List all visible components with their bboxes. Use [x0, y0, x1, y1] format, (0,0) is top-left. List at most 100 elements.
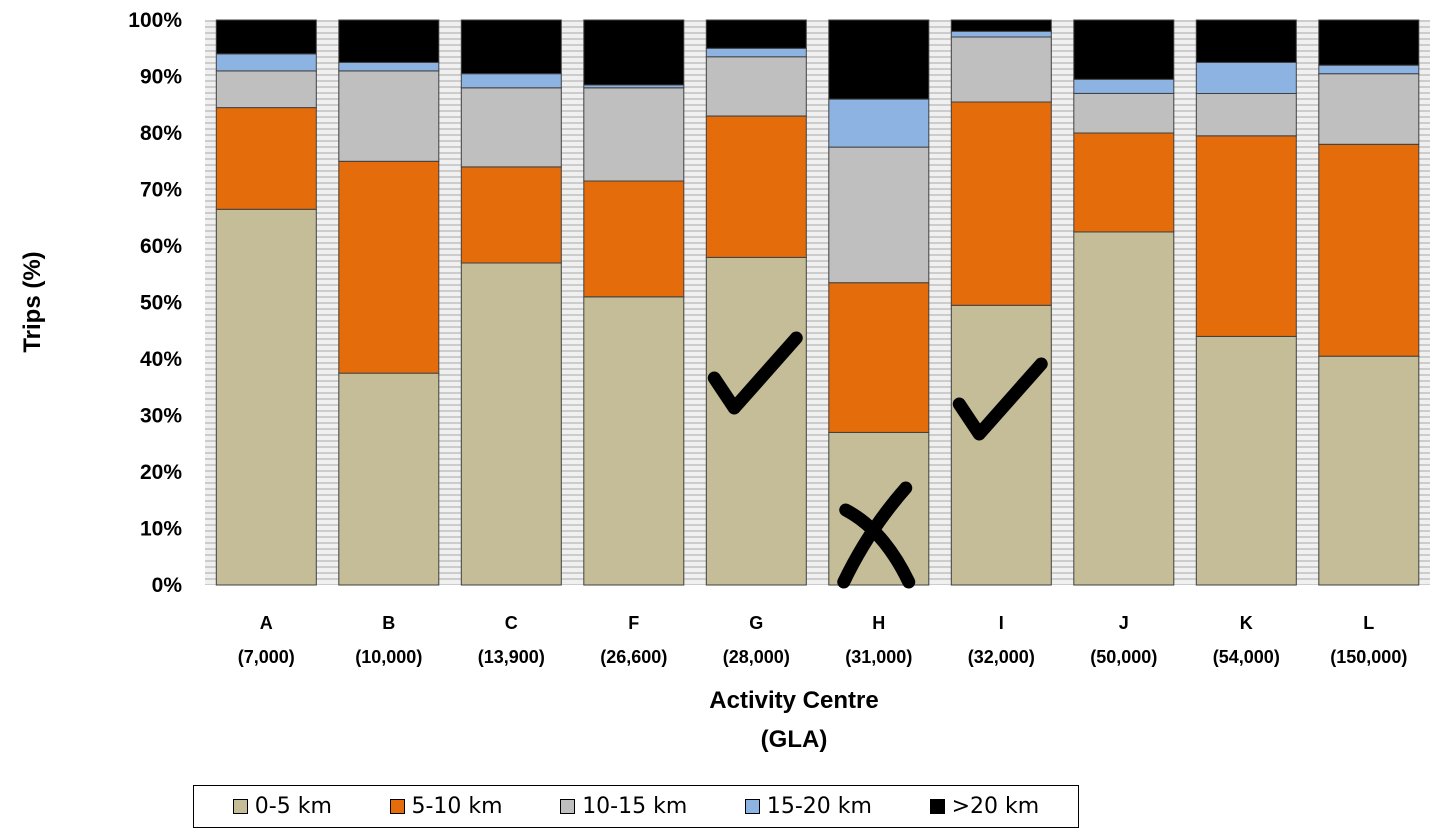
bar-segment-b-1 [338, 372, 440, 586]
x-axis-title-line1: Activity Centre [709, 687, 878, 714]
x-category-label: H [872, 613, 885, 633]
x-category-label: K [1240, 613, 1253, 633]
bar-segment-c-3 [460, 87, 562, 168]
x-category-sublabel: (150,000) [1330, 647, 1407, 667]
bar-segment-b-4 [338, 61, 440, 72]
bar-segment-a-2 [215, 107, 317, 210]
legend-item: 0-5 km [232, 794, 332, 819]
y-tick-label: 70% [140, 179, 182, 202]
bar-segment-j-3 [1073, 92, 1175, 134]
x-category-sublabel: (7,000) [238, 647, 295, 667]
legend-label: 5-10 km [411, 794, 503, 819]
y-tick-label: 10% [140, 518, 182, 541]
bar-segment-g-3 [705, 56, 807, 117]
check-mark-icon [707, 331, 803, 415]
x-axis-title-line2: (GLA) [761, 726, 828, 753]
x-category-label: C [505, 613, 518, 633]
bar-segment-f-3 [583, 87, 685, 182]
y-tick-label: 80% [140, 122, 182, 145]
bar-segment-c-4 [460, 73, 562, 89]
bar-segment-j-2 [1073, 132, 1175, 233]
x-category-sublabel: (28,000) [723, 647, 790, 667]
y-tick-label: 50% [140, 292, 182, 315]
bar-segment-f-5 [583, 19, 685, 86]
bar-segment-k-1 [1195, 335, 1297, 586]
bar-segment-b-5 [338, 19, 440, 63]
x-category-sublabel: (54,000) [1213, 647, 1280, 667]
x-category-label: B [382, 613, 395, 633]
x-category-sublabel: (31,000) [845, 647, 912, 667]
y-axis-title: Trips (%) [19, 251, 46, 352]
bar-segment-h-3 [828, 146, 930, 284]
bar-segment-a-3 [215, 70, 317, 109]
bar-segment-b-3 [338, 70, 440, 162]
bar-segment-l-4 [1318, 64, 1420, 75]
bar-segment-l-5 [1318, 19, 1420, 66]
legend-item: 5-10 km [389, 794, 503, 819]
bar-segment-j-4 [1073, 78, 1175, 94]
bar-segment-h-2 [828, 282, 930, 433]
bar-segment-l-3 [1318, 73, 1420, 145]
x-category-sublabel: (10,000) [355, 647, 422, 667]
legend-label: 0-5 km [254, 794, 332, 819]
cross-mark-icon [837, 481, 916, 589]
bar-segment-k-4 [1195, 61, 1297, 95]
legend-label: 10-15 km [582, 794, 688, 819]
bar-segment-g-2 [705, 115, 807, 258]
x-category-sublabel: (26,600) [600, 647, 667, 667]
legend-item: 15-20 km [744, 794, 872, 819]
bar-segment-l-1 [1318, 355, 1420, 586]
bar-segment-j-1 [1073, 231, 1175, 586]
bar-segment-h-4 [828, 98, 930, 148]
legend-label: 15-20 km [766, 794, 872, 819]
legend-swatch [232, 799, 248, 814]
bar-segment-i-4 [950, 30, 1052, 38]
x-category-label: F [628, 613, 639, 633]
bar-segment-l-2 [1318, 143, 1420, 357]
x-category-label: I [999, 613, 1004, 633]
bar-segment-c-2 [460, 166, 562, 264]
bar-segment-g-5 [705, 19, 807, 49]
chart-legend: 0-5 km 5-10 km 10-15 km 15-20 km >20 km [193, 785, 1079, 828]
bar-segment-k-2 [1195, 135, 1297, 337]
y-tick-label: 100% [128, 9, 182, 32]
bar-segment-f-1 [583, 296, 685, 586]
legend-swatch [560, 799, 576, 814]
legend-swatch [929, 799, 945, 814]
x-category-label: L [1363, 613, 1374, 633]
y-tick-label: 60% [140, 235, 182, 258]
x-category-label: A [260, 613, 273, 633]
y-tick-label: 30% [140, 405, 182, 428]
bar-segment-i-2 [950, 101, 1052, 306]
bar-segment-c-5 [460, 19, 562, 75]
y-tick-label: 20% [140, 461, 182, 484]
x-category-label: G [749, 613, 763, 633]
bar-segment-a-4 [215, 53, 317, 72]
bar-segment-b-2 [338, 160, 440, 374]
x-category-label: J [1119, 613, 1129, 633]
stacked-bar-chart: 0% 10% 20% 30% 40% 50% 60% 70% 80% 90% 100% A (7,00… [19, 9, 1430, 753]
x-category-sublabel: (13,900) [478, 647, 545, 667]
bar-segment-j-5 [1073, 19, 1175, 80]
bar-segment-k-3 [1195, 92, 1297, 137]
check-mark-icon [952, 357, 1048, 441]
bar-segment-c-1 [460, 262, 562, 586]
bar-segment-k-5 [1195, 19, 1297, 63]
bar-segment-i-5 [950, 19, 1052, 32]
x-category-sublabel: (50,000) [1090, 647, 1157, 667]
bar-segment-i-1 [950, 304, 1052, 586]
bar-segment-f-2 [583, 180, 685, 298]
legend-item: >20 km [929, 794, 1040, 819]
bar-segment-h-5 [828, 19, 930, 100]
legend-item: 10-15 km [560, 794, 687, 819]
legend-swatch [744, 799, 760, 814]
bar-segment-i-3 [950, 36, 1052, 103]
bar-segment-g-4 [705, 47, 807, 58]
y-tick-label: 90% [140, 66, 182, 89]
legend-swatch [389, 799, 405, 814]
x-category-sublabel: (32,000) [968, 647, 1035, 667]
bar-segment-g-1 [705, 256, 807, 586]
legend-label: >20 km [951, 794, 1040, 819]
y-tick-label: 0% [152, 574, 183, 597]
bar-segment-a-5 [215, 19, 317, 55]
